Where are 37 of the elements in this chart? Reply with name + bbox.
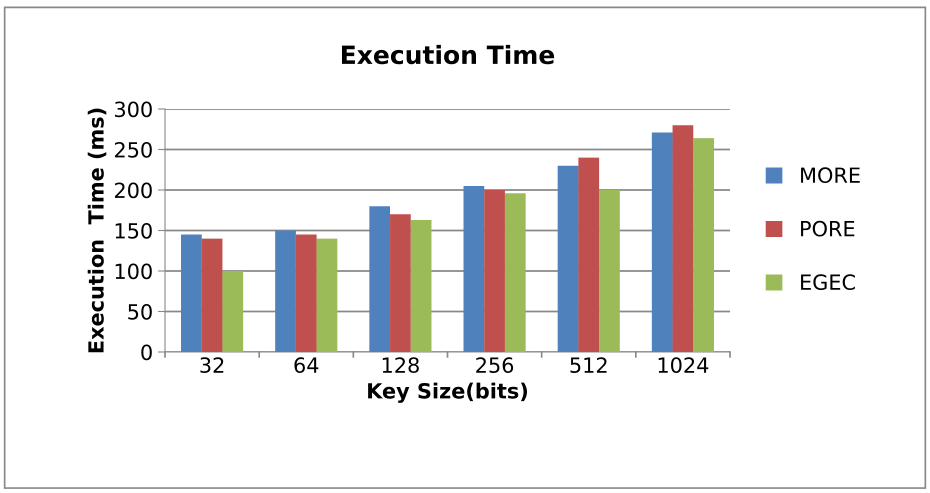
bar [222,271,244,352]
y-tick-label: 100 [116,263,152,280]
legend-label: MORE [801,167,860,184]
bar [369,206,390,352]
y-tick-label: 50 [128,304,152,320]
bar [202,238,222,352]
x-tick-label: 512 [570,357,607,373]
bar [672,125,694,352]
x-tick-label: 256 [476,357,514,373]
x-tick-label: 1024 [658,357,708,373]
bar [296,234,317,352]
bar [578,158,600,352]
bar [275,230,296,352]
bar [316,238,338,352]
bar [504,193,526,352]
bar [693,138,714,352]
x-tick-label: 128 [382,357,419,373]
x-tick-label: 32 [200,357,224,373]
y-tick-label: 300 [115,101,152,118]
bar [484,190,505,352]
bar [558,166,578,352]
y-tick-label: 250 [114,142,152,158]
bar [652,132,673,352]
x-tick-label: 64 [294,357,318,373]
x-axis-title: Key Size(bits) [368,382,528,403]
y-tick-label: 200 [114,182,152,198]
bar [599,190,620,352]
y-tick-label: 0 [141,344,152,360]
bar [390,214,411,352]
legend-label: PORE [801,220,854,237]
chart-title: Execution Time [342,44,554,64]
bar [181,234,202,352]
y-tick-label: 150 [116,222,152,239]
bar [464,186,484,352]
bar [410,220,432,352]
y-axis-title: Execution Time (ms) [88,108,106,352]
legend-label: EGEC [801,274,855,290]
